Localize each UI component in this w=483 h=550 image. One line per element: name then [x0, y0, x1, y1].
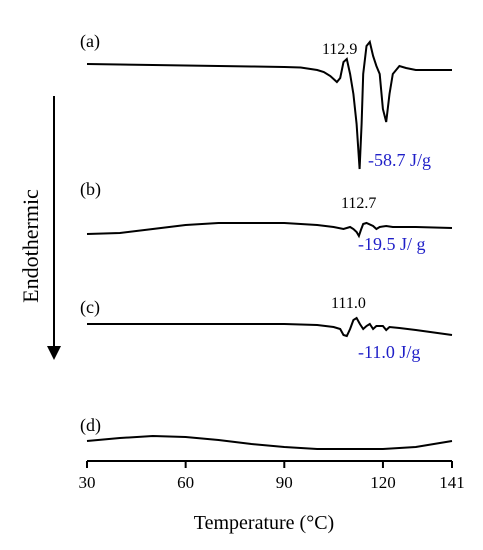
dsc-curve-c [87, 316, 453, 338]
x-tick-label-90: 90 [276, 473, 293, 492]
peak-label-b: 112.7 [341, 195, 376, 212]
x-ticks: 30 60 90 120 141 [79, 461, 465, 492]
x-tick-label-141: 141 [439, 473, 465, 492]
enthalpy-label-a: -58.7 J/g [368, 150, 431, 170]
y-axis-label: Endothermic [18, 189, 43, 303]
panel-label-a: (a) [80, 31, 100, 52]
peak-label-c: 111.0 [331, 295, 366, 312]
x-tick-label-30: 30 [79, 473, 96, 492]
endothermic-arrow [47, 96, 61, 360]
panel-label-d: (d) [80, 415, 101, 436]
peak-label-a: 112.9 [322, 41, 357, 58]
panel-label-c: (c) [80, 297, 100, 318]
dsc-curve-a [86, 39, 452, 170]
x-tick-label-60: 60 [177, 473, 194, 492]
dsc-curve-d [86, 434, 453, 450]
enthalpy-label-b: -19.5 J/ g [358, 234, 426, 254]
panel-label-b: (b) [80, 179, 101, 200]
enthalpy-label-c: -11.0 J/g [358, 342, 420, 362]
x-axis-label: Temperature (°C) [194, 512, 334, 534]
dsc-curve-b [86, 221, 453, 239]
x-tick-label-120: 120 [370, 473, 396, 492]
